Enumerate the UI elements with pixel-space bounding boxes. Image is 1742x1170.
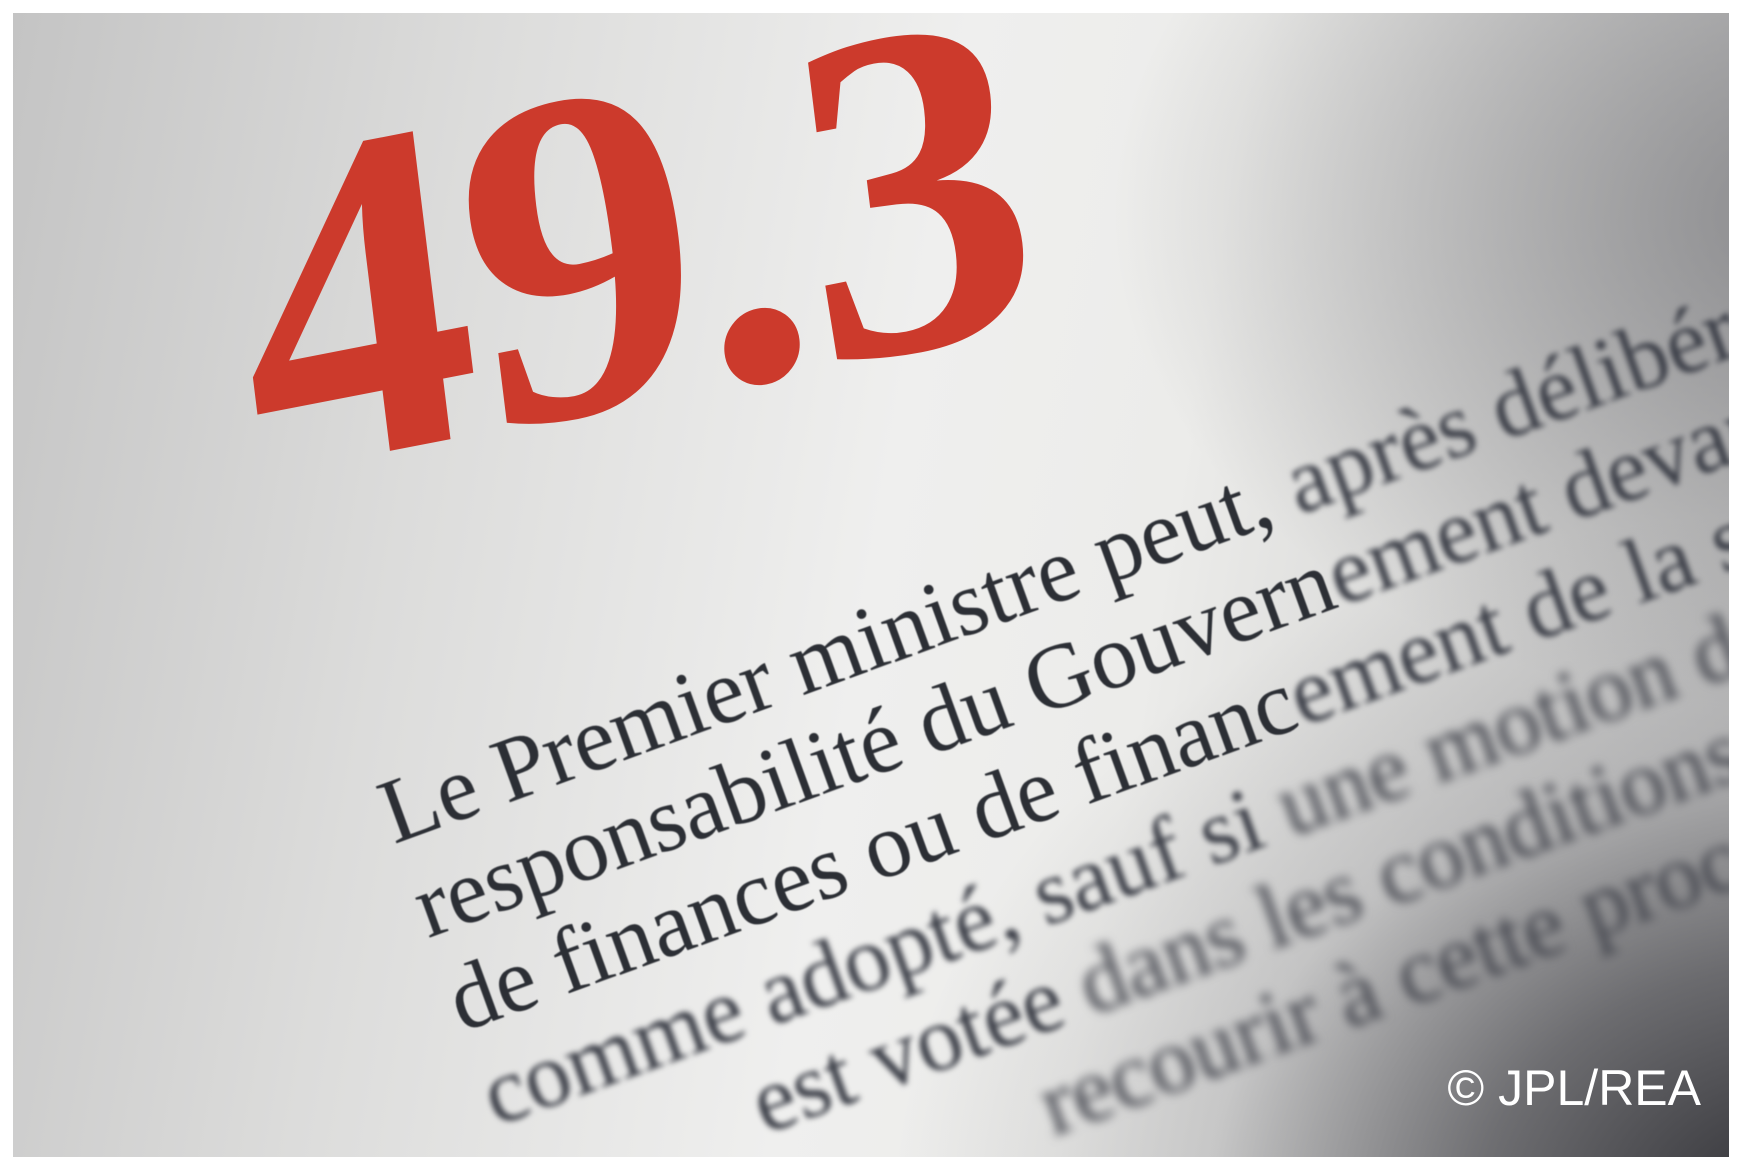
photo-credit: © JPL/REA [1447,1060,1701,1116]
article-number-heading: 49.3 [207,13,1055,578]
photo-screen: 49.3 Le Premier ministre peut, après dél… [13,13,1729,1157]
